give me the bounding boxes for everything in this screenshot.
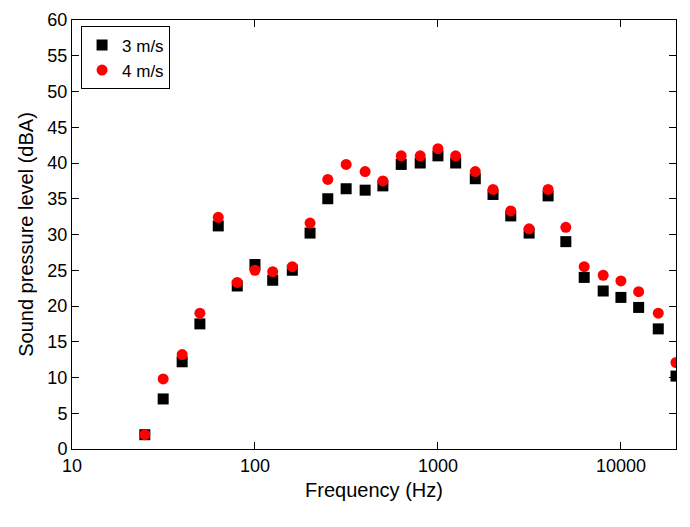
svg-text:15: 15 — [47, 332, 67, 352]
svg-text:40: 40 — [47, 153, 67, 173]
svg-text:35: 35 — [47, 189, 67, 209]
svg-text:100: 100 — [240, 456, 270, 476]
svg-text:10: 10 — [62, 456, 82, 476]
svg-text:30: 30 — [47, 225, 67, 245]
svg-text:5: 5 — [57, 404, 67, 424]
svg-text:1000: 1000 — [418, 456, 458, 476]
svg-text:25: 25 — [47, 261, 67, 281]
svg-text:4 m/s: 4 m/s — [122, 62, 164, 81]
svg-text:10: 10 — [47, 368, 67, 388]
svg-text:55: 55 — [47, 46, 67, 66]
svg-text:20: 20 — [47, 296, 67, 316]
svg-text:Frequency (Hz): Frequency (Hz) — [305, 479, 443, 501]
svg-text:50: 50 — [47, 82, 67, 102]
svg-text:60: 60 — [47, 10, 67, 30]
svg-text:10000: 10000 — [596, 456, 646, 476]
svg-text:0: 0 — [57, 439, 67, 459]
svg-text:Sound pressure level (dBA): Sound pressure level (dBA) — [15, 112, 37, 357]
svg-text:3 m/s: 3 m/s — [122, 37, 164, 56]
svg-text:45: 45 — [47, 118, 67, 138]
